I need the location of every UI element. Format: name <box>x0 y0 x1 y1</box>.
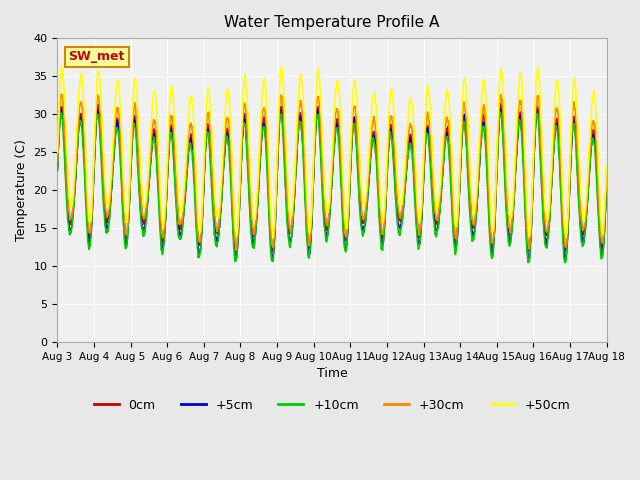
X-axis label: Time: Time <box>317 367 348 380</box>
Y-axis label: Temperature (C): Temperature (C) <box>15 139 28 241</box>
Text: SW_met: SW_met <box>68 50 125 63</box>
Title: Water Temperature Profile A: Water Temperature Profile A <box>224 15 440 30</box>
Legend: 0cm, +5cm, +10cm, +30cm, +50cm: 0cm, +5cm, +10cm, +30cm, +50cm <box>88 394 575 417</box>
